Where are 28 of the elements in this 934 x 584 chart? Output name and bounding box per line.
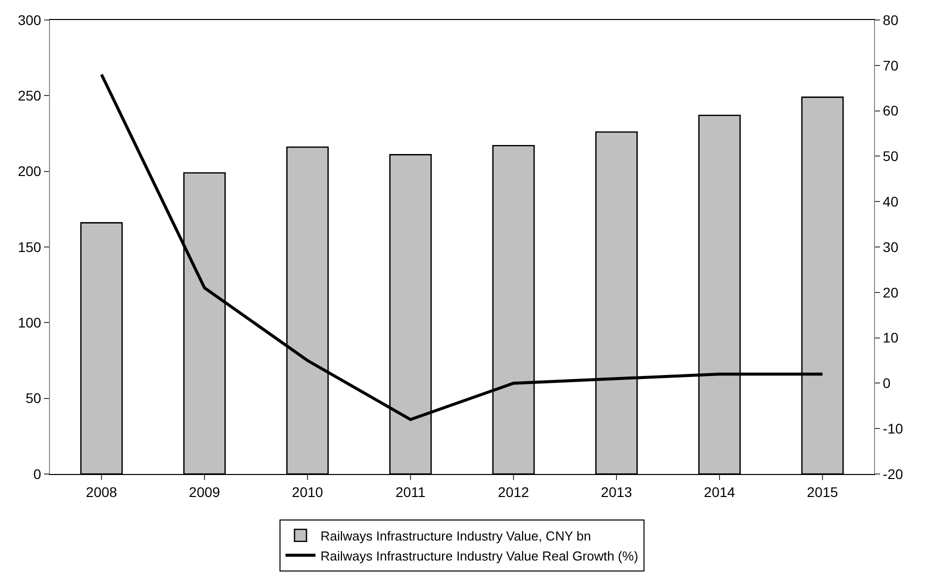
- y-tick-label: 250: [18, 88, 42, 104]
- y2-tick-label: -10: [882, 420, 904, 436]
- y2-tick-label: -20: [882, 466, 904, 482]
- legend-label: Railways Infrastructure Industry Value, CNY bn: [320, 528, 591, 544]
- y-tick-label: 200: [18, 163, 42, 180]
- x-tick-label: 2010: [292, 484, 324, 500]
- y2-tick-label: 0: [882, 375, 891, 392]
- x-tick-label: 2008: [86, 484, 118, 500]
- x-tick-label: 2013: [600, 484, 632, 500]
- y-tick-label: 150: [18, 238, 42, 255]
- y-tick-label: 100: [18, 314, 42, 331]
- x-tick-label: 2009: [188, 484, 220, 500]
- y2-tick-label: 10: [882, 330, 899, 346]
- legend-label: Railways Infrastructure Industry Value Real Growth (%): [320, 548, 638, 564]
- y2-tick-label: 20: [882, 284, 899, 300]
- y2-tick-label: 50: [882, 148, 899, 164]
- x-tick-label: 2015: [806, 484, 838, 500]
- x-tick-label: 2014: [704, 484, 736, 500]
- y2-tick-label: 80: [882, 12, 899, 28]
- y2-tick-label: 40: [882, 194, 899, 210]
- y2-tick-label: 30: [882, 238, 899, 255]
- y2-tick-label: 60: [882, 102, 899, 119]
- x-tick-label: 2012: [498, 484, 530, 500]
- x-tick-label: 2011: [395, 484, 426, 500]
- y2-tick-label: 70: [882, 57, 899, 74]
- y-tick-label: 50: [26, 390, 42, 406]
- y-tick-label: 0: [33, 466, 42, 482]
- y-tick-label: 300: [18, 12, 42, 28]
